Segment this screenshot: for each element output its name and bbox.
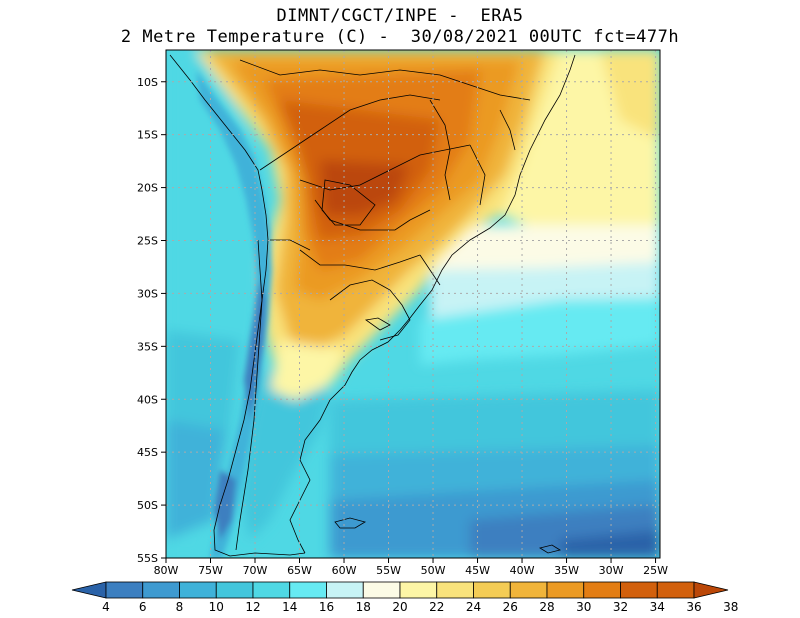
- colorbar-swatch: [215, 581, 254, 599]
- lat-label: 55S: [137, 552, 158, 565]
- temperature-field: [166, 50, 660, 558]
- map-title-line-2: 2 Metre Temperature (C) - 30/08/2021 00U…: [120, 27, 680, 47]
- lat-label: 15S: [137, 129, 158, 142]
- lon-label: 60W: [332, 564, 357, 577]
- colorbar-swatch: [546, 581, 585, 599]
- colorbar-label: 4: [102, 600, 110, 614]
- colorbar-swatch: [436, 581, 474, 599]
- colorbar-label: 24: [466, 600, 481, 614]
- lon-label: 30W: [599, 564, 624, 577]
- colorbar-swatch: [399, 581, 438, 599]
- colorbar-label: 20: [392, 600, 407, 614]
- colorbar-label: 10: [209, 600, 224, 614]
- lon-label: 75W: [198, 564, 223, 577]
- colorbar-swatch: [71, 581, 107, 599]
- colorbar-swatch: [105, 581, 144, 599]
- lon-label: 55W: [376, 564, 401, 577]
- lat-label: 10S: [137, 76, 158, 89]
- colorbar-label: 30: [576, 600, 591, 614]
- grid-lines: [166, 50, 660, 558]
- lon-label: 65W: [287, 564, 312, 577]
- map-title-line-1: DIMNT/CGCT/INPE - ERA5: [276, 6, 524, 26]
- lon-label: 80W: [154, 564, 179, 577]
- colorbar-label: 34: [650, 600, 665, 614]
- lon-label: 25W: [643, 564, 668, 577]
- colorbar-label: 8: [176, 600, 184, 614]
- colorbar-swatch: [326, 581, 364, 599]
- colorbar-label: 36: [686, 600, 701, 614]
- lat-label: 20S: [137, 182, 158, 195]
- colorbar-label: 22: [429, 600, 444, 614]
- colorbar-label: 16: [319, 600, 334, 614]
- colorbar-label: 6: [139, 600, 147, 614]
- lon-label: 45W: [465, 564, 490, 577]
- colorbar-label: 32: [613, 600, 628, 614]
- lat-label: 40S: [137, 393, 158, 406]
- lon-label: 70W: [243, 564, 268, 577]
- longitude-axis: 80W 75W 70W 65W 60W 55W 50W 45W 40W 35W 30W 25W: [154, 558, 668, 577]
- colorbar-swatch: [620, 581, 658, 599]
- plot-frame: [165, 49, 661, 559]
- colorbar-swatch: [362, 581, 401, 599]
- lat-label: 35S: [137, 340, 158, 353]
- colorbar-label: 26: [503, 600, 518, 614]
- colorbar-swatch: [289, 581, 327, 599]
- colorbar-label: 28: [539, 600, 554, 614]
- colorbar-swatch: [179, 581, 217, 599]
- colorbar: 4 6 8 10 12 14 16 18 20 22 24 26 28 30 32 34 36 38: [71, 581, 738, 614]
- lon-label: 35W: [554, 564, 579, 577]
- colorbar-label: 12: [245, 600, 260, 614]
- colorbar-swatch: [583, 581, 621, 599]
- lat-label: 25S: [137, 235, 158, 248]
- lon-label: 40W: [510, 564, 535, 577]
- colorbar-swatch: [142, 581, 180, 599]
- colorbar-swatch: [509, 581, 548, 599]
- colorbar-swatch: [473, 581, 511, 599]
- latitude-axis: 10S 15S 20S 25S 30S 35S 40S 45S 50S 55S: [137, 76, 166, 565]
- colorbar-label: 38: [723, 600, 738, 614]
- colorbar-swatch: [693, 581, 729, 599]
- colorbar-label: 18: [356, 600, 371, 614]
- colorbar-swatch: [656, 581, 695, 599]
- lat-label: 45S: [137, 446, 158, 459]
- lon-label: 50W: [421, 564, 446, 577]
- lat-label: 50S: [137, 499, 158, 512]
- colorbar-swatch: [252, 581, 291, 599]
- coastlines: [169, 54, 576, 557]
- colorbar-label: 14: [282, 600, 297, 614]
- lat-label: 30S: [137, 287, 158, 300]
